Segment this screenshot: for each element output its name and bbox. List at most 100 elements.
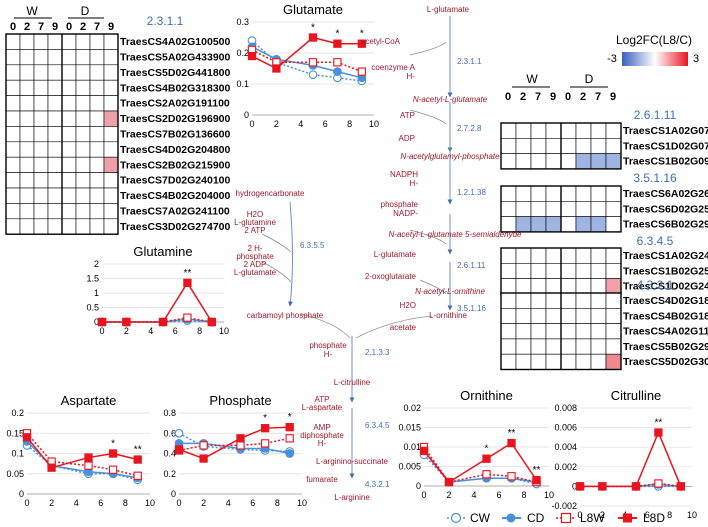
gene-label: TraesCS4D02G204800 (120, 144, 230, 156)
node-phosphate3: phosphate (309, 341, 347, 350)
data-point-l8d (133, 455, 142, 464)
heatmap-cell (61, 33, 77, 50)
data-point-l8w (507, 472, 516, 481)
data-point-l8d (532, 475, 541, 485)
x-tick-label: 8 (347, 119, 352, 129)
chart-title: Phosphate (209, 393, 271, 408)
node-l-citrulline: L-citrulline (334, 378, 371, 387)
heatmap-cell (47, 141, 63, 158)
heatmap-cell (61, 49, 77, 66)
heatmap-cell (560, 216, 577, 233)
heatmap-cell (75, 110, 91, 127)
heatmap-cell (545, 247, 562, 264)
heatmap-cell (5, 49, 21, 66)
heatmap-cell (575, 185, 592, 202)
heatmap-cell (530, 216, 547, 233)
heatmap-cell (545, 353, 562, 370)
enzyme-2-1-3-3: 2.1.3.3 (365, 348, 390, 357)
gene-label: TraesCS2A02G191100 (120, 98, 230, 110)
chart-title: Glutamine (133, 244, 192, 259)
heatmap-cell (560, 278, 577, 295)
y-tick-label: 0.006 (554, 423, 577, 433)
legend-cd-label: CD (527, 511, 545, 525)
heatmap-cell (560, 262, 577, 279)
heatmap-cell (33, 33, 49, 50)
data-point-l8d (158, 317, 168, 327)
heatmap-cell (61, 64, 77, 81)
tp-rd2: 2 (580, 91, 586, 103)
heatmap-cell (590, 122, 607, 139)
tp-d9: 9 (108, 21, 114, 33)
heatmap-cell (560, 307, 577, 324)
heatmap-cell (575, 247, 592, 264)
gene-label: TraesCS5B02G299700 (623, 341, 708, 353)
heatmap-cell (103, 33, 119, 50)
heatmap-cell (89, 218, 105, 235)
node-acetyl-coa: acetyl-CoA (361, 37, 401, 46)
data-point-l8w (333, 58, 342, 67)
heatmap-cell (47, 187, 63, 204)
heatmap-cell (47, 218, 63, 235)
heatmap-cell (530, 323, 547, 340)
gene-label: TraesCS7B02G136600 (120, 128, 230, 140)
heatmap-cell (89, 79, 105, 96)
data-point-l8d (419, 446, 429, 456)
heatmap-cell (500, 323, 517, 340)
heatmap-cell (75, 79, 91, 96)
x-tick-label: 6 (645, 510, 650, 520)
heatmap-cell (47, 110, 63, 127)
series-line-cw (251, 40, 362, 82)
heatmap-6-3-4-5: 6.3.4.5 TraesCS1A02G246600 TraesCS1B02G25… (500, 234, 708, 295)
heatmap-cell (75, 156, 91, 173)
heatmap-cell (19, 33, 35, 50)
y-tick-label: 0.008 (554, 403, 577, 413)
heatmap-cell (75, 203, 91, 220)
data-point-l8w (285, 434, 294, 443)
heatmap-cell (103, 49, 119, 66)
gene-label: TraesCS5A02G433900 (120, 51, 230, 63)
heatmap-cell (560, 353, 577, 370)
y-tick-label: 0.5 (86, 303, 99, 313)
data-point-l8d (108, 449, 118, 458)
heatmap-cell (590, 247, 607, 264)
y-tick-label: 0.1 (236, 79, 249, 89)
significance-label: * (263, 413, 267, 424)
heatmap-cell (75, 218, 91, 235)
gene-label: TraesCS1B02G090600 (623, 156, 708, 168)
series-line-cd (179, 442, 290, 455)
heatmap-cell (33, 218, 49, 235)
x-tick-label: 8 (123, 498, 128, 508)
heatmap-cell (500, 138, 517, 154)
node-l-glutamate2: L-glutamate (374, 250, 417, 259)
ec-label: 6.3.4.5 (637, 234, 674, 248)
heatmap-cell (19, 79, 35, 96)
series-line-l8w (251, 49, 363, 73)
heatmap-cell (500, 153, 517, 170)
heatmap-cell (530, 185, 547, 202)
heatmap-cell (560, 338, 577, 355)
heatmap-cell (61, 141, 77, 158)
chart-title: Glutamate (283, 2, 343, 17)
gene-label: TraesCS1A02G072200 (623, 125, 708, 137)
x-tick-label: 6 (98, 498, 103, 508)
heatmap-cell (103, 110, 119, 127)
tp-w2: 2 (24, 21, 30, 33)
tp-rd0: 0 (565, 91, 571, 103)
data-point-l8w (236, 441, 245, 450)
heatmap-cell (515, 338, 532, 355)
heatmap-cell (47, 33, 63, 50)
heatmap-cell (47, 64, 63, 81)
y-tick-label: 0 (171, 489, 176, 499)
heatmap-cell (590, 278, 607, 295)
heatmap-cell (530, 122, 547, 139)
heatmap-cell (5, 203, 21, 220)
gene-label: TraesCS7A02G241100 (120, 205, 230, 217)
heatmap-cell (605, 247, 622, 264)
heatmap-cell (33, 79, 49, 96)
heatmap-cell (560, 185, 577, 202)
enzyme-2-6-1-11: 2.6.1.11 (457, 261, 486, 270)
node-nadp: NADP- (393, 209, 418, 218)
heatmap-cell (75, 95, 91, 112)
y-tick-label: 2 (94, 259, 99, 269)
colorbar-title: Log2FC(L8/C) (616, 33, 692, 47)
